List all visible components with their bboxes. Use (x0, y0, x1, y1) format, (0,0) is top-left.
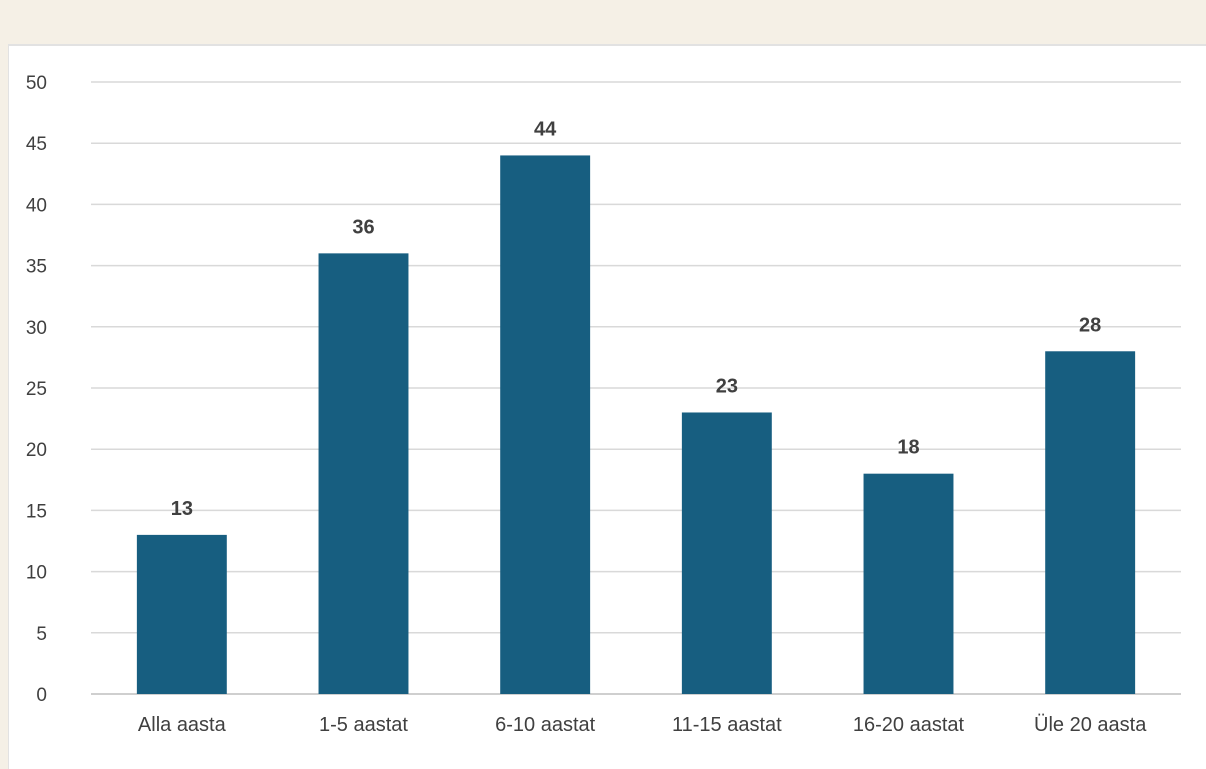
y-tick-label: 20 (26, 440, 47, 461)
bars (136, 155, 1136, 695)
x-category-label: Üle 20 aasta (1034, 714, 1147, 736)
y-tick-label: 45 (26, 134, 47, 155)
y-tick-label: 15 (26, 501, 47, 522)
bar (500, 155, 591, 694)
bar (318, 253, 409, 695)
y-tick-label: 0 (36, 685, 47, 706)
data-label: 23 (716, 375, 738, 397)
data-label: 28 (1079, 314, 1101, 336)
y-tick-label: 40 (26, 195, 47, 216)
data-label: 36 (352, 216, 374, 238)
x-category-label: 16-20 aastat (853, 714, 965, 736)
data-label: 18 (897, 437, 919, 459)
data-labels: 13 36 44 23 18 28 (171, 118, 1102, 519)
y-axis-ticks: 0 5 10 15 20 25 30 35 40 45 50 (26, 73, 47, 706)
bar (681, 412, 772, 694)
x-category-label: 11-15 aastat (672, 714, 782, 736)
bar (863, 473, 954, 694)
y-tick-label: 50 (26, 73, 47, 94)
x-category-label: 6-10 aastat (495, 714, 596, 736)
y-tick-label: 35 (26, 257, 47, 278)
y-tick-label: 30 (26, 318, 47, 339)
data-label: 44 (534, 118, 557, 140)
chart-panel: 0 5 10 15 20 25 30 35 40 45 50 13 36 44 23 18 28 Alla a… (8, 44, 1206, 769)
bar (1045, 351, 1136, 694)
x-category-label: Alla aasta (138, 714, 227, 736)
x-category-label: 1-5 aastat (319, 714, 408, 736)
y-tick-label: 5 (36, 624, 47, 645)
y-tick-label: 10 (26, 563, 47, 584)
gridlines (91, 81, 1181, 695)
bar-chart: 0 5 10 15 20 25 30 35 40 45 50 13 36 44 23 18 28 Alla a… (26, 73, 1181, 736)
x-axis-categories: Alla aasta 1-5 aastat 6-10 aastat 11-15 aas… (138, 714, 1147, 736)
y-tick-label: 25 (26, 379, 47, 400)
data-label: 13 (171, 498, 193, 520)
bar (136, 534, 227, 694)
